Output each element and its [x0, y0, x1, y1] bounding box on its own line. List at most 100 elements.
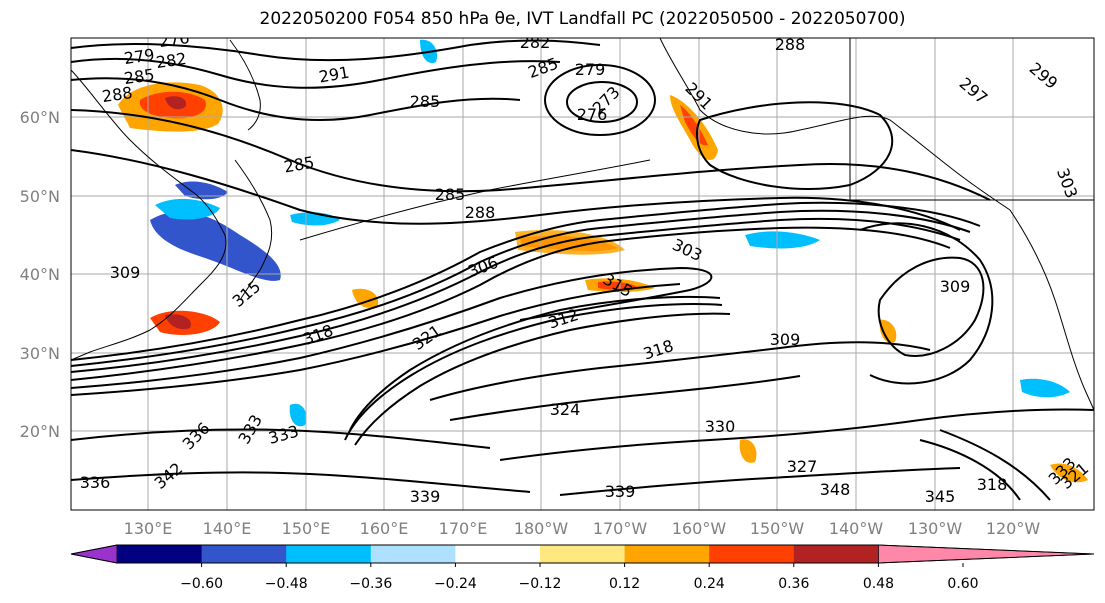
colorbar-tick-label: 0.12	[609, 576, 640, 592]
colorbar-segment	[286, 545, 372, 563]
contour-line	[71, 217, 961, 373]
contour-line	[349, 295, 721, 431]
contour-label: 327	[787, 457, 818, 476]
colorbar-tick-label: −0.60	[180, 576, 223, 592]
contour-label: 324	[550, 400, 581, 419]
colorbar-segment	[455, 545, 541, 563]
latitude-label: 60°N	[20, 108, 60, 127]
colorbar-segment	[540, 545, 626, 563]
negative-anomaly-patch	[175, 181, 228, 200]
colorbar-segment	[201, 545, 287, 563]
longitude-label: 130°E	[124, 519, 173, 538]
negative-anomaly-patch	[745, 231, 820, 249]
contour-label: 276	[577, 105, 608, 124]
colorbar-extend-low	[70, 544, 118, 564]
contour-line	[71, 226, 951, 381]
contour-label: 285	[282, 153, 315, 177]
contour-label: 288	[775, 35, 806, 54]
coastlines	[71, 38, 1094, 411]
contour-label: 288	[101, 83, 134, 106]
contour-label: 303	[669, 235, 705, 265]
longitude-label: 120°W	[986, 519, 1041, 538]
contour-label: 336	[179, 419, 214, 454]
contour-label: 321	[409, 321, 445, 354]
colorbar-tick-label: −0.24	[434, 576, 477, 592]
contour-line	[71, 77, 521, 121]
shading-layer	[118, 39, 1088, 483]
positive-anomaly-patch	[680, 105, 708, 146]
colorbar-tick-label: −0.12	[519, 576, 562, 592]
gridlines	[71, 38, 1094, 510]
contour-label: 297	[956, 74, 992, 108]
contour-label: 282	[155, 49, 188, 72]
latitude-label: 20°N	[20, 422, 60, 441]
contour-label: 345	[925, 487, 956, 506]
contour-line	[71, 109, 991, 201]
contour-label: 339	[410, 487, 441, 506]
contour-label: 288	[465, 203, 496, 222]
colorbar-segment	[370, 545, 456, 563]
contour-label: 339	[605, 482, 636, 501]
colorbar-outline	[70, 544, 1095, 564]
kamchatka-coastline	[229, 39, 261, 131]
colorbar-tick-label: −0.48	[265, 576, 308, 592]
longitude-label: 160°E	[360, 519, 409, 538]
contour-label: 309	[110, 263, 141, 282]
contour-line	[344, 303, 723, 441]
map-frame	[70, 37, 1095, 511]
contour-line	[919, 439, 1021, 501]
negative-anomaly-patch	[1020, 378, 1070, 398]
colorbar-tick-label: 0.60	[947, 576, 978, 592]
colorbar-tick-label: −0.36	[349, 576, 392, 592]
negative-anomaly-patch	[289, 403, 307, 427]
contour-label: 309	[770, 330, 801, 349]
contour-line	[859, 222, 994, 385]
theta-e-contours	[71, 39, 1094, 501]
contour-label: 309	[940, 277, 971, 296]
contour-line	[559, 467, 961, 496]
longitude-label: 160°W	[672, 519, 727, 538]
longitude-label: 170°E	[439, 519, 488, 538]
longitude-label: 130°W	[908, 519, 963, 538]
asia-coastline	[71, 69, 227, 361]
longitude-label: 180°W	[514, 519, 569, 538]
contour-line	[71, 57, 561, 89]
japan-coastline	[234, 159, 273, 301]
contour-line	[71, 283, 681, 396]
contour-label: 318	[977, 475, 1008, 494]
latitude-labels: 60°N 50°N 40°N 30°N 20°N	[20, 108, 60, 441]
contour-line	[354, 312, 731, 446]
contour-line	[429, 341, 931, 401]
contour-label: 333	[266, 422, 300, 448]
positive-anomaly-patch	[879, 319, 897, 343]
contour-line	[566, 81, 638, 123]
longitude-labels: 130°E 140°E 150°E 160°E 170°E 180°W 170°W 160°W…	[124, 519, 1041, 538]
positive-anomaly-patch	[1050, 463, 1088, 483]
contour-label: 348	[820, 480, 851, 499]
contour-line	[71, 428, 491, 449]
negative-anomaly-patch	[155, 198, 220, 220]
contour-line	[71, 39, 601, 62]
contour-label: 285	[435, 185, 466, 204]
contour-label: 285	[123, 65, 156, 88]
contour-label: 336	[80, 473, 111, 492]
contour-line	[71, 471, 531, 493]
contour-label: 291	[317, 63, 350, 87]
contour-label: 303	[1053, 166, 1081, 201]
colorbar-tick-label: 0.36	[778, 576, 809, 592]
colorbar-tick-label: 0.48	[863, 576, 894, 592]
contour-label: 279	[123, 45, 156, 68]
contour-line	[939, 429, 1051, 501]
contour-line	[696, 101, 894, 190]
contour-line	[544, 64, 656, 136]
contour-label: 276	[158, 28, 191, 51]
contour-line	[449, 375, 801, 421]
contour-line	[71, 201, 981, 361]
contour-label: 318	[641, 336, 676, 364]
contour-line	[499, 408, 1094, 461]
latitude-label: 30°N	[20, 344, 60, 363]
positive-anomaly-patch	[598, 281, 640, 290]
north-america-coastline	[1009, 209, 1094, 411]
